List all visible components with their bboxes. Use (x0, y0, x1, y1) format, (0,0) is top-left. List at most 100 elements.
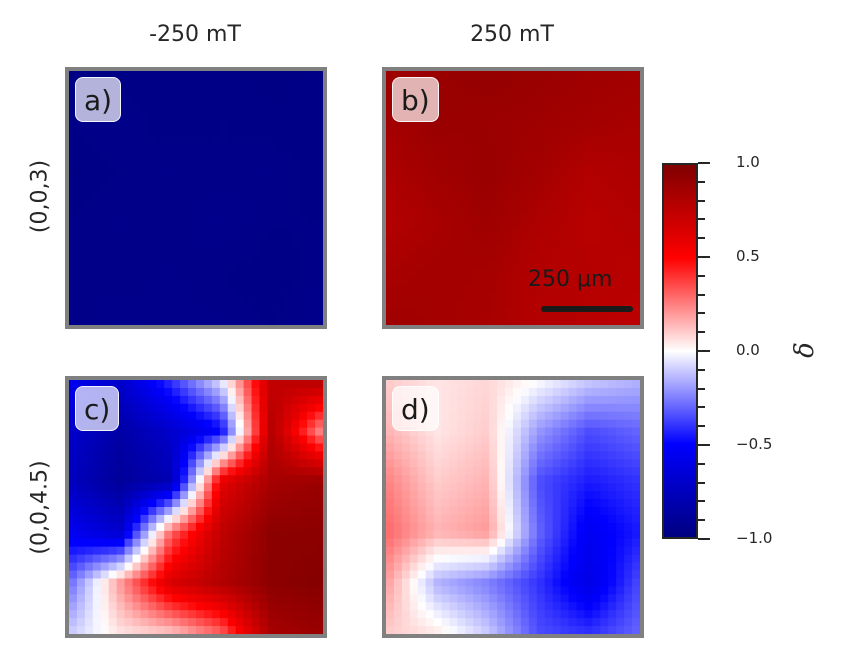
heatmap-cell (600, 261, 609, 271)
heatmap-cell (251, 285, 261, 294)
heatmap-cell (307, 198, 316, 207)
heatmap-cell (76, 253, 86, 263)
heatmap-cell (568, 522, 578, 532)
heatmap-cell (76, 483, 86, 492)
heatmap-cell (560, 78, 570, 88)
heatmap-cell (92, 499, 102, 508)
heatmap-cell (211, 618, 221, 627)
heatmap-cell (132, 602, 142, 611)
heatmap-cell (227, 301, 237, 310)
heatmap-cell (140, 443, 149, 453)
heatmap-cell (211, 174, 221, 183)
heatmap-cell (481, 411, 490, 421)
heatmap-cell (441, 253, 451, 263)
heatmap-cell (386, 190, 395, 199)
heatmap-cell (227, 403, 237, 413)
heatmap-cell (393, 221, 403, 231)
heatmap-cell (180, 387, 189, 397)
heatmap-cell (616, 491, 625, 500)
heatmap-cell (401, 538, 411, 548)
heatmap-cell (616, 570, 625, 580)
heatmap-cell (188, 229, 197, 239)
heatmap-cell (69, 395, 78, 405)
heatmap-cell (393, 435, 403, 445)
heatmap-cell (505, 237, 514, 247)
heatmap-cell (283, 562, 292, 572)
heatmap-cell (140, 213, 149, 223)
heatmap-cell (568, 594, 578, 603)
heatmap-cell (291, 387, 300, 397)
heatmap-cell (307, 491, 316, 500)
heatmap-cell (544, 491, 554, 500)
heatmap-cell (632, 237, 640, 247)
heatmap-cell (196, 309, 205, 318)
heatmap-cell (536, 142, 546, 151)
heatmap-cell (560, 459, 570, 468)
heatmap-cell (608, 578, 617, 587)
heatmap-cell (560, 166, 570, 175)
heatmap-cell (251, 554, 261, 564)
heatmap-cell (624, 277, 633, 286)
heatmap-cell (600, 158, 609, 167)
heatmap-cell (172, 213, 181, 223)
heatmap-cell (140, 395, 149, 405)
heatmap-cell (219, 411, 229, 421)
heatmap-cell (164, 317, 173, 325)
heatmap-cell (243, 309, 253, 318)
heatmap-cell (409, 174, 419, 183)
heatmap-cell (505, 182, 514, 191)
heatmap-cell (92, 610, 102, 619)
heatmap-cell (449, 118, 459, 128)
heatmap-cell (465, 261, 474, 271)
heatmap-cell (69, 174, 78, 183)
heatmap-cell (560, 102, 570, 112)
heatmap-cell (608, 166, 617, 175)
heatmap-cell (425, 546, 435, 556)
heatmap-cell (315, 118, 323, 128)
heatmap-cell (92, 229, 102, 239)
heatmap-cell (219, 483, 229, 492)
heatmap-cell (473, 499, 482, 508)
heatmap-cell (520, 419, 530, 429)
heatmap-cell (497, 174, 506, 183)
heatmap-cell (433, 570, 443, 580)
heatmap-cell (315, 395, 323, 405)
heatmap-cell (536, 499, 546, 508)
heatmap-cell (465, 475, 474, 484)
heatmap-cell (164, 475, 173, 484)
heatmap-cell (243, 277, 253, 286)
heatmap-cell (299, 610, 308, 619)
heatmap-cell (211, 514, 221, 524)
heatmap-cell (267, 411, 276, 421)
heatmap-cell (473, 237, 482, 247)
heatmap-cell (307, 174, 316, 183)
heatmap-cell (219, 277, 229, 286)
heatmap-cell (632, 514, 640, 524)
heatmap-cell (616, 380, 625, 389)
heatmap-cell (544, 277, 554, 286)
heatmap-cell (616, 467, 625, 476)
heatmap-cell (449, 586, 459, 595)
heatmap-cell (608, 158, 617, 167)
heatmap-cell (513, 166, 522, 175)
heatmap-cell (425, 245, 435, 255)
heatmap-cell (457, 110, 466, 120)
heatmap-cell (283, 427, 292, 437)
heatmap-cell (307, 475, 316, 484)
heatmap-cell (69, 261, 78, 271)
heatmap-cell (69, 102, 78, 112)
heatmap-cell (283, 610, 292, 619)
heatmap-cell (544, 546, 554, 556)
heatmap-cell (307, 403, 316, 413)
heatmap-cell (243, 293, 253, 302)
heatmap-cell (473, 182, 482, 191)
heatmap-cell (124, 134, 134, 144)
heatmap-cell (536, 419, 546, 429)
heatmap-cell (386, 86, 395, 96)
heatmap-cell (235, 102, 245, 112)
heatmap-cell (219, 174, 229, 183)
heatmap-cell (505, 475, 514, 484)
heatmap-cell (140, 514, 149, 524)
heatmap-cell (528, 459, 538, 468)
heatmap-cell (465, 546, 474, 556)
